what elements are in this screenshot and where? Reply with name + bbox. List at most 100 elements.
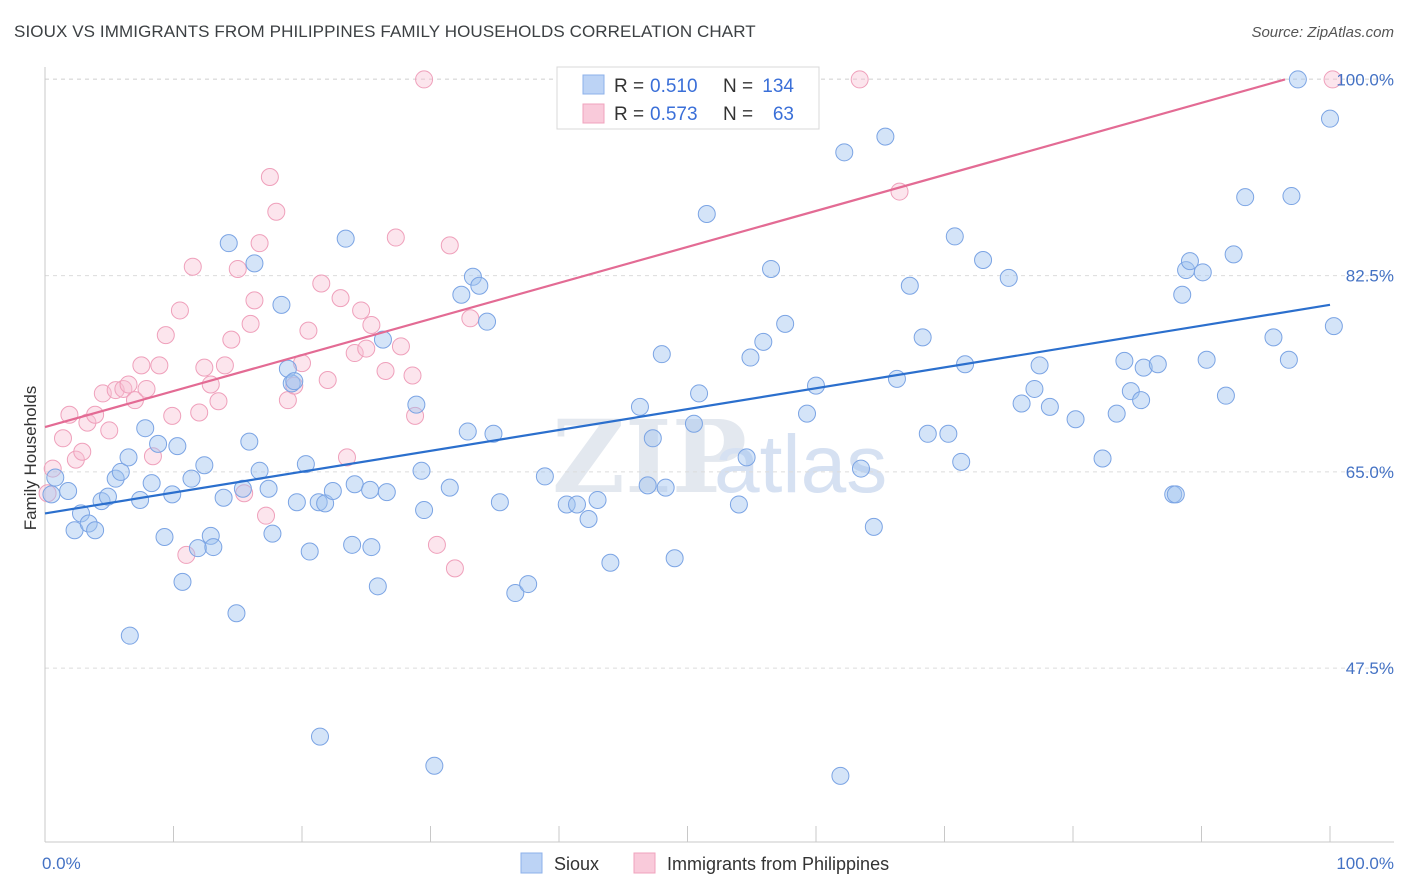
sioux-point-75	[638, 476, 657, 495]
philippines-point-51	[391, 337, 410, 356]
y-tick-label-2: 82.5%	[1346, 267, 1394, 286]
sioux-point-27	[219, 234, 238, 253]
philippines-point-61	[1323, 70, 1342, 89]
sioux-point-130	[1282, 187, 1301, 206]
sioux-point-94	[864, 517, 883, 536]
legend-r-value-philippines: 0.573	[650, 104, 698, 125]
y-axis-label: Family Households	[21, 386, 40, 531]
sioux-point-80	[684, 414, 703, 433]
sioux-point-59	[452, 285, 471, 304]
sioux-point-113	[1115, 351, 1134, 370]
sioux-point-120	[1173, 285, 1192, 304]
sioux-point-48	[345, 475, 364, 494]
legend-bottom-swatch-philippines	[633, 852, 656, 874]
sioux-point-55	[412, 461, 431, 480]
sioux-point-81	[690, 384, 709, 403]
legend-bottom-swatch-sioux	[520, 852, 543, 874]
sioux-point-73	[601, 553, 620, 572]
sioux-point-49	[362, 538, 381, 557]
sioux-point-129	[1279, 350, 1298, 369]
philippines-point-5	[73, 442, 92, 461]
sioux-point-22	[188, 539, 207, 558]
philippines-point-23	[190, 403, 209, 422]
legend-r-label-sioux: R =	[614, 76, 644, 97]
sioux-point-111	[1093, 449, 1112, 468]
sioux-point-41	[300, 542, 319, 561]
philippines-point-58	[461, 309, 480, 328]
sioux-point-50	[361, 480, 380, 499]
sioux-point-66	[506, 584, 525, 603]
sioux-point-72	[588, 490, 607, 509]
sioux-point-40	[296, 455, 315, 474]
philippines-point-29	[228, 259, 247, 278]
sioux-point-128	[1264, 328, 1283, 347]
sioux-point-61	[463, 267, 482, 286]
legend-swatch-philippines	[582, 103, 605, 124]
grid-lines	[45, 78, 1394, 669]
trend-line-philippines	[44, 78, 1286, 429]
philippines-point-18	[156, 326, 175, 345]
philippines-point-55	[427, 535, 446, 554]
philippines-point-35	[260, 167, 279, 186]
philippines-point-49	[376, 362, 395, 380]
sioux-point-122	[1180, 252, 1199, 271]
philippines-point-2	[53, 429, 72, 448]
sioux-point-123	[1193, 263, 1212, 282]
philippines-point-47	[357, 339, 376, 358]
sioux-point-6	[86, 521, 105, 540]
philippines-point-40	[299, 321, 318, 340]
sioux-point-95	[876, 127, 895, 146]
philippines-point-48	[362, 316, 381, 335]
y-tick-label-1: 65.0%	[1346, 463, 1394, 482]
sioux-point-114	[1121, 382, 1140, 401]
sioux-point-30	[240, 432, 259, 451]
sioux-point-35	[272, 295, 291, 314]
sioux-point-88	[776, 314, 795, 333]
sioux-point-93	[851, 459, 870, 478]
sioux-point-2	[59, 481, 78, 500]
sioux-point-125	[1216, 386, 1235, 405]
sioux-point-15	[142, 474, 161, 493]
sioux-point-91	[831, 766, 850, 785]
sioux-point-74	[630, 397, 649, 416]
sioux-point-83	[729, 495, 748, 514]
philippines-point-24	[195, 358, 214, 377]
sioux-point-24	[201, 526, 220, 545]
sioux-point-37	[282, 374, 301, 393]
x-tick-label-max: 100.0%	[1336, 854, 1394, 873]
sioux-point-11	[119, 448, 138, 467]
sioux-point-28	[227, 604, 246, 623]
sioux-point-42	[309, 493, 328, 512]
philippines-point-54	[415, 70, 434, 89]
philippines-point-42	[318, 370, 337, 389]
sioux-point-5	[79, 514, 98, 533]
sioux-point-12	[120, 626, 139, 645]
legend-swatch-sioux	[582, 74, 605, 95]
sioux-point-90	[807, 376, 825, 395]
sioux-point-70	[567, 495, 586, 514]
sioux-point-98	[913, 328, 932, 347]
sioux-point-16	[149, 434, 168, 453]
source-note: Source: ZipAtlas.com	[1251, 24, 1394, 41]
sioux-point-63	[478, 312, 497, 331]
sioux-point-109	[1040, 397, 1059, 416]
philippines-point-27	[215, 356, 234, 375]
sioux-point-133	[1324, 317, 1343, 336]
sioux-point-101	[945, 227, 964, 246]
sioux-point-39	[287, 493, 306, 512]
sioux-point-84	[737, 448, 756, 467]
legend-bottom: Sioux Immigrants from Philippines	[520, 852, 889, 874]
philippines-point-43	[331, 289, 350, 308]
sioux-point-56	[415, 501, 434, 520]
sioux-point-71	[579, 510, 598, 529]
y-tick-labels: 47.5% 65.0% 82.5% 100.0%	[1336, 70, 1394, 678]
chart-title: SIOUX VS IMMIGRANTS FROM PHILIPPINES FAM…	[14, 22, 756, 41]
sioux-point-68	[535, 467, 554, 486]
philippines-point-17	[150, 356, 169, 375]
philippines-point-57	[445, 559, 464, 578]
sioux-point-34	[263, 524, 282, 543]
sioux-point-124	[1197, 350, 1216, 369]
sioux-point-65	[490, 493, 509, 512]
sioux-point-77	[652, 345, 671, 364]
legend-n-label-philippines: N =	[723, 104, 753, 125]
